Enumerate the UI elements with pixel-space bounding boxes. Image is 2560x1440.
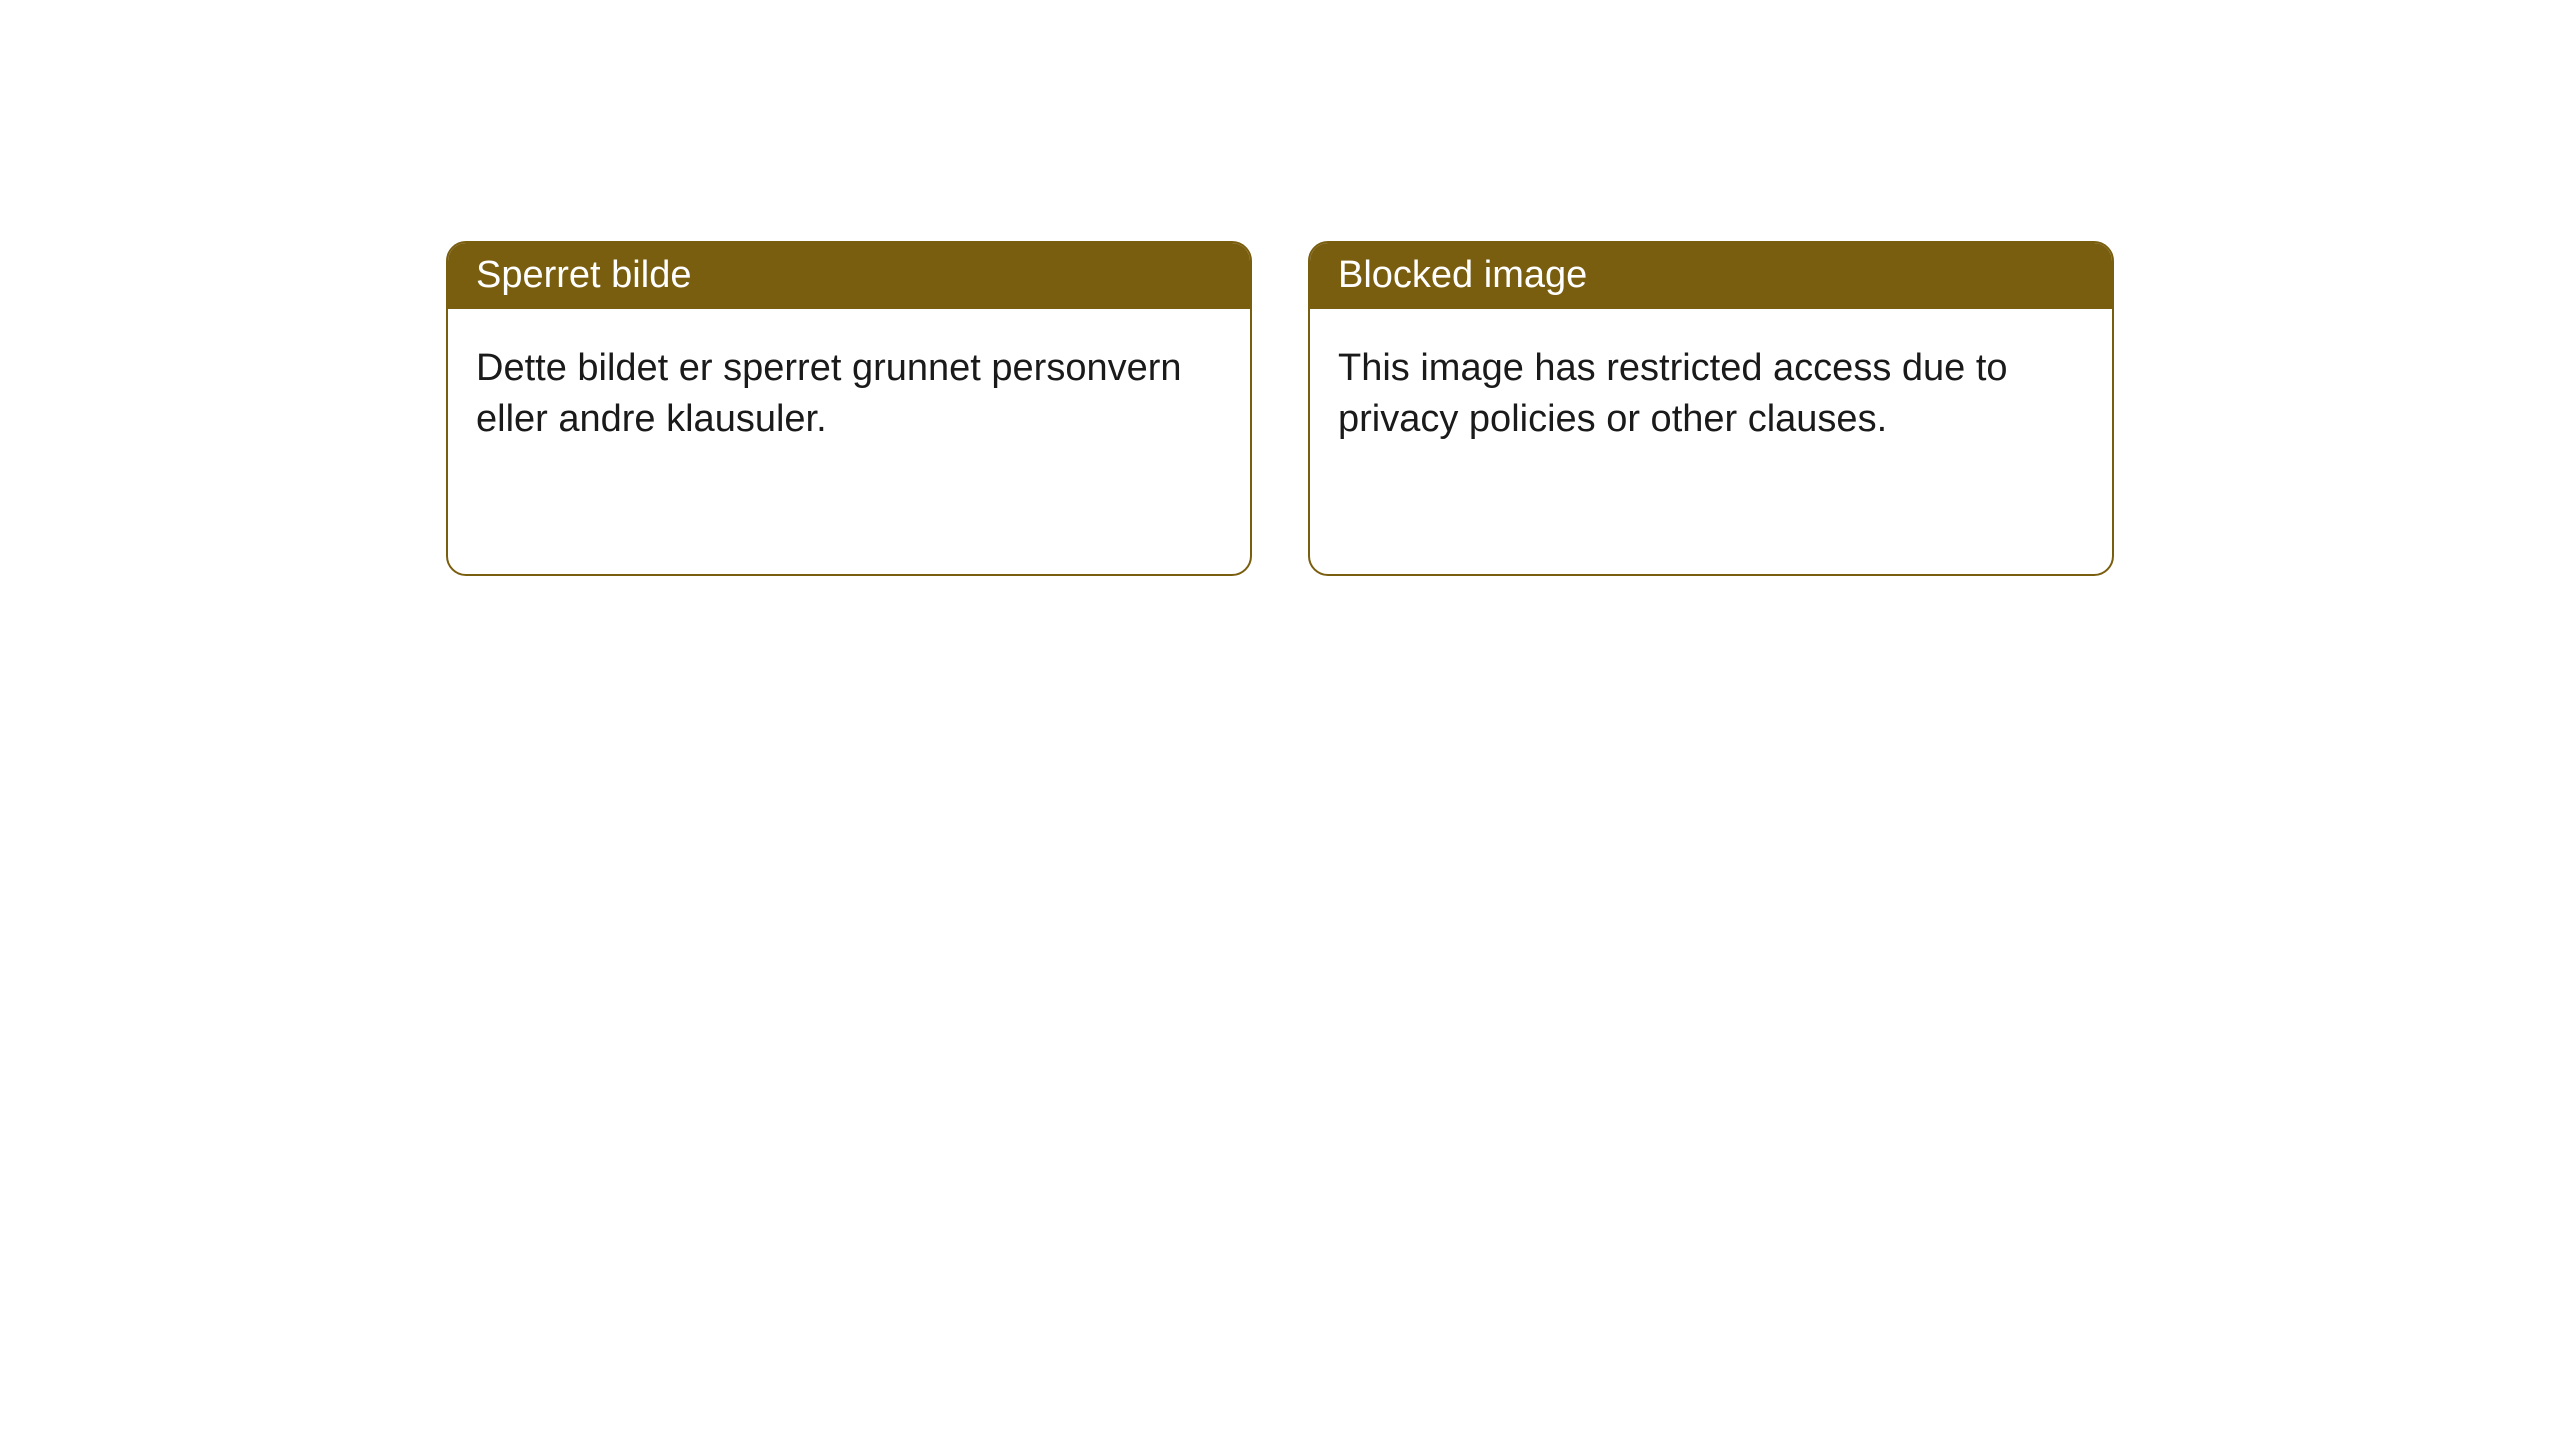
notice-title-english: Blocked image <box>1310 243 2112 309</box>
notice-title-norwegian: Sperret bilde <box>448 243 1250 309</box>
notice-body-norwegian: Dette bildet er sperret grunnet personve… <box>448 309 1250 480</box>
notice-card-english: Blocked image This image has restricted … <box>1308 241 2114 576</box>
notice-body-english: This image has restricted access due to … <box>1310 309 2112 480</box>
notice-container: Sperret bilde Dette bildet er sperret gr… <box>0 0 2560 576</box>
notice-card-norwegian: Sperret bilde Dette bildet er sperret gr… <box>446 241 1252 576</box>
